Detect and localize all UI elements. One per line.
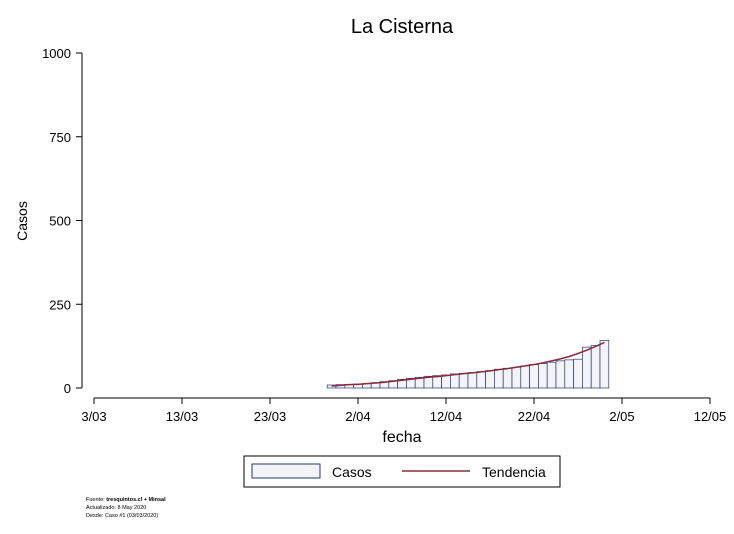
y-axis-label: Casos bbox=[14, 201, 30, 241]
casos-bar bbox=[441, 374, 451, 389]
casos-bar bbox=[485, 370, 495, 389]
x-tick-label: 3/03 bbox=[81, 409, 106, 424]
casos-bar bbox=[458, 372, 469, 389]
y-axis-ticks: 0 250 500 750 1000 bbox=[42, 46, 82, 396]
legend-casos-swatch bbox=[251, 463, 321, 479]
casos-bar bbox=[599, 340, 610, 389]
tendencia-line bbox=[331, 341, 605, 387]
y-tick-label: 500 bbox=[49, 214, 71, 229]
legend: Casos Tendencia bbox=[243, 455, 561, 488]
casos-bar bbox=[467, 372, 478, 389]
x-tick-label: 12/05 bbox=[694, 409, 727, 424]
x-tick-label: 2/05 bbox=[609, 409, 634, 424]
casos-bar bbox=[502, 367, 513, 389]
casos-bar bbox=[520, 365, 530, 389]
x-tick-label: 12/04 bbox=[430, 409, 463, 424]
y-tick-label: 0 bbox=[64, 381, 71, 396]
casos-bar bbox=[538, 363, 548, 389]
casos-bar bbox=[555, 360, 566, 389]
y-tick-label: 250 bbox=[49, 297, 71, 312]
legend-casos-label: Casos bbox=[332, 464, 372, 480]
casos-bar bbox=[476, 371, 486, 389]
x-tick-label: 22/04 bbox=[518, 409, 551, 424]
x-tick-label: 13/03 bbox=[166, 409, 199, 424]
x-tick-label: 23/03 bbox=[254, 409, 287, 424]
casos-bar bbox=[494, 368, 504, 389]
casos-bar bbox=[582, 346, 592, 389]
y-tick-label: 750 bbox=[49, 130, 71, 145]
casos-bar bbox=[546, 361, 557, 389]
source-note: Fuente: tresquintos.cl + Minsal Actualiz… bbox=[86, 497, 166, 519]
x-axis-label: fecha bbox=[382, 429, 421, 446]
source-line-2: Actualizado: 8 May 2020 bbox=[86, 505, 146, 511]
casos-bars bbox=[326, 340, 610, 389]
source-line-3: Desde: Caso #1 (03/03/2020) bbox=[86, 513, 158, 519]
x-tick-label: 2/04 bbox=[345, 409, 370, 424]
casos-bar bbox=[450, 373, 460, 389]
source-line-1: Fuente: tresquintos.cl + Minsal bbox=[86, 497, 166, 503]
casos-bar bbox=[564, 359, 574, 389]
casos-bar bbox=[590, 345, 601, 389]
casos-bar bbox=[511, 366, 522, 389]
x-axis-ticks: 3/03 13/03 23/03 2/04 12/04 22/04 2/05 12/05 bbox=[81, 398, 726, 424]
casos-bar bbox=[529, 364, 539, 389]
casos-bar bbox=[573, 358, 583, 389]
legend-tendencia-label: Tendencia bbox=[482, 464, 546, 480]
y-tick-label: 1000 bbox=[42, 46, 71, 61]
chart-title: La Cisterna bbox=[351, 16, 454, 38]
